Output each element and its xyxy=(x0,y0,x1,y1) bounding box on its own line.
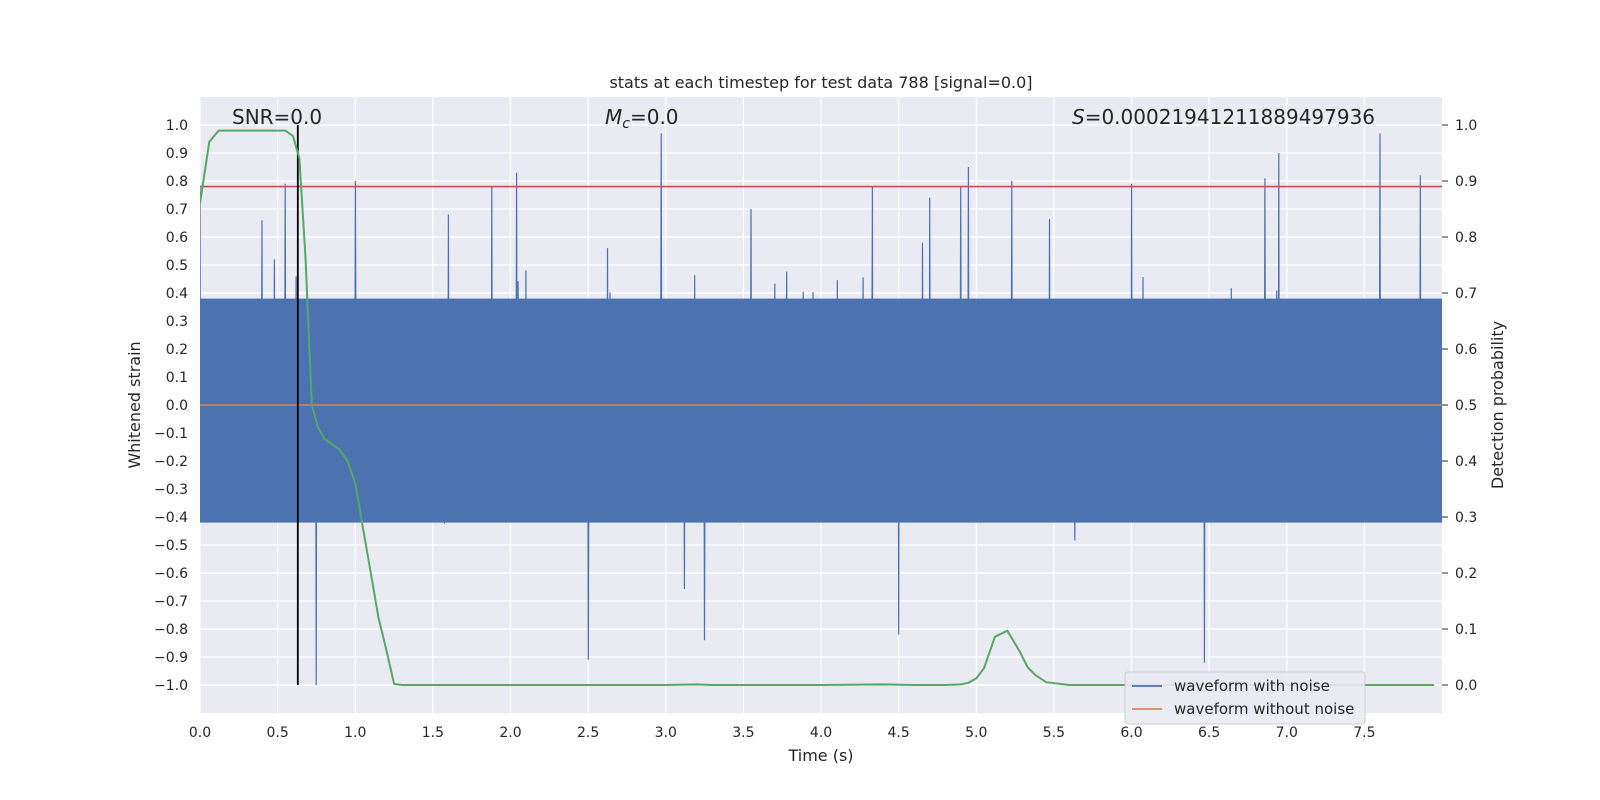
x-tick-label: 4.0 xyxy=(810,725,832,741)
legend-label-noise: waveform with noise xyxy=(1174,677,1330,695)
reference-lines xyxy=(200,125,1442,685)
x-axis-ticks: 0.0 0.5 1.0 1.5 2.0 2.5 3.0 3.5 4.0 4.5 5.0 5.5 6.0 6… xyxy=(189,725,1376,741)
statistic-annotation: S=0.00021941211889497936 xyxy=(1072,105,1375,129)
y-left-tick-label: −0.4 xyxy=(154,510,188,526)
y-left-tick-label: 0.3 xyxy=(166,314,188,330)
y-left-tick-label: 0.4 xyxy=(166,286,188,302)
x-tick-label: 5.0 xyxy=(965,725,987,741)
x-tick-label: 3.5 xyxy=(732,725,754,741)
y-right-tick-label: 0.9 xyxy=(1455,174,1477,190)
y-left-tick-label: 0.0 xyxy=(166,398,188,414)
y-left-tick-label: −0.3 xyxy=(154,482,188,498)
snr-annotation: SNR=0.0 xyxy=(232,105,322,129)
y-right-tick-label: 0.3 xyxy=(1455,510,1477,526)
x-tick-label: 2.0 xyxy=(499,725,521,741)
detection-probability-series xyxy=(200,129,1435,686)
waveform-with-noise-series xyxy=(200,133,1442,686)
x-tick-label: 1.5 xyxy=(422,725,444,741)
noise-trace xyxy=(200,133,1440,686)
y-left-tick-label: 0.8 xyxy=(166,174,188,190)
x-tick-label: 4.5 xyxy=(887,725,909,741)
x-tick-label: 0.0 xyxy=(189,725,211,741)
y-left-axis-ticks: 1.0 0.9 0.8 0.7 0.6 0.5 0.4 0.3 0.2 0.1 0.0 −0.1 −0.… xyxy=(154,118,188,694)
detection-probability-line xyxy=(200,129,1435,686)
y-right-tick-label: 0.8 xyxy=(1455,230,1477,246)
y-left-tick-label: −0.7 xyxy=(154,594,188,610)
mc-symbol: M xyxy=(605,105,622,129)
y-right-tick-label: 0.5 xyxy=(1455,398,1477,414)
y-right-tick-label: 0.2 xyxy=(1455,566,1477,582)
y-right-tick-label: 0.4 xyxy=(1455,454,1477,470)
mc-subscript: c xyxy=(622,116,630,132)
mc-value: =0.0 xyxy=(630,105,679,129)
s-value: =0.00021941211889497936 xyxy=(1085,105,1375,129)
y-left-tick-label: −0.9 xyxy=(154,650,188,666)
x-tick-label: 7.0 xyxy=(1276,725,1298,741)
y-left-tick-label: −0.1 xyxy=(154,426,188,442)
x-tick-label: 1.0 xyxy=(344,725,366,741)
y-left-tick-label: −0.2 xyxy=(154,454,188,470)
y-left-tick-label: 0.1 xyxy=(166,370,188,386)
legend: waveform with noise waveform without noi… xyxy=(1124,671,1366,725)
x-tick-label: 6.0 xyxy=(1120,725,1142,741)
y-left-tick-label: 0.7 xyxy=(166,202,188,218)
y-left-tick-label: 0.5 xyxy=(166,258,188,274)
y-left-tick-label: −1.0 xyxy=(154,678,188,694)
y-left-tick-label: 0.6 xyxy=(166,230,188,246)
x-tick-label: 2.5 xyxy=(577,725,599,741)
y-right-tick-label: 0.1 xyxy=(1455,622,1477,638)
x-tick-label: 7.5 xyxy=(1353,725,1375,741)
legend-label-clean: waveform without noise xyxy=(1174,700,1354,718)
x-axis-label: Time (s) xyxy=(787,746,853,765)
s-symbol: S xyxy=(1072,105,1085,129)
y-right-tick-label: 0.0 xyxy=(1455,678,1477,694)
y-left-tick-label: 1.0 xyxy=(166,118,188,134)
legend-box xyxy=(1124,671,1366,725)
y-left-tick-label: −0.8 xyxy=(154,622,188,638)
y-left-tick-label: −0.6 xyxy=(154,566,188,582)
y-left-tick-label: −0.5 xyxy=(154,538,188,554)
y-right-axis-ticks: 1.0 0.9 0.8 0.7 0.6 0.5 0.4 0.3 0.2 0.1 0.0 xyxy=(1442,118,1477,694)
y-right-axis-label: Detection probability xyxy=(1488,321,1507,489)
y-left-tick-label: 0.9 xyxy=(166,146,188,162)
y-right-tick-label: 0.6 xyxy=(1455,342,1477,358)
chart-title: stats at each timestep for test data 788… xyxy=(609,73,1032,92)
x-tick-label: 6.5 xyxy=(1198,725,1220,741)
y-right-tick-label: 0.7 xyxy=(1455,286,1477,302)
y-left-tick-label: 0.2 xyxy=(166,342,188,358)
x-tick-label: 3.0 xyxy=(655,725,677,741)
x-tick-label: 0.5 xyxy=(266,725,288,741)
chirp-mass-annotation: Mc=0.0 xyxy=(605,105,679,132)
y-left-axis-label: Whitened strain xyxy=(125,341,144,468)
x-tick-label: 5.5 xyxy=(1043,725,1065,741)
y-right-tick-label: 1.0 xyxy=(1455,118,1477,134)
